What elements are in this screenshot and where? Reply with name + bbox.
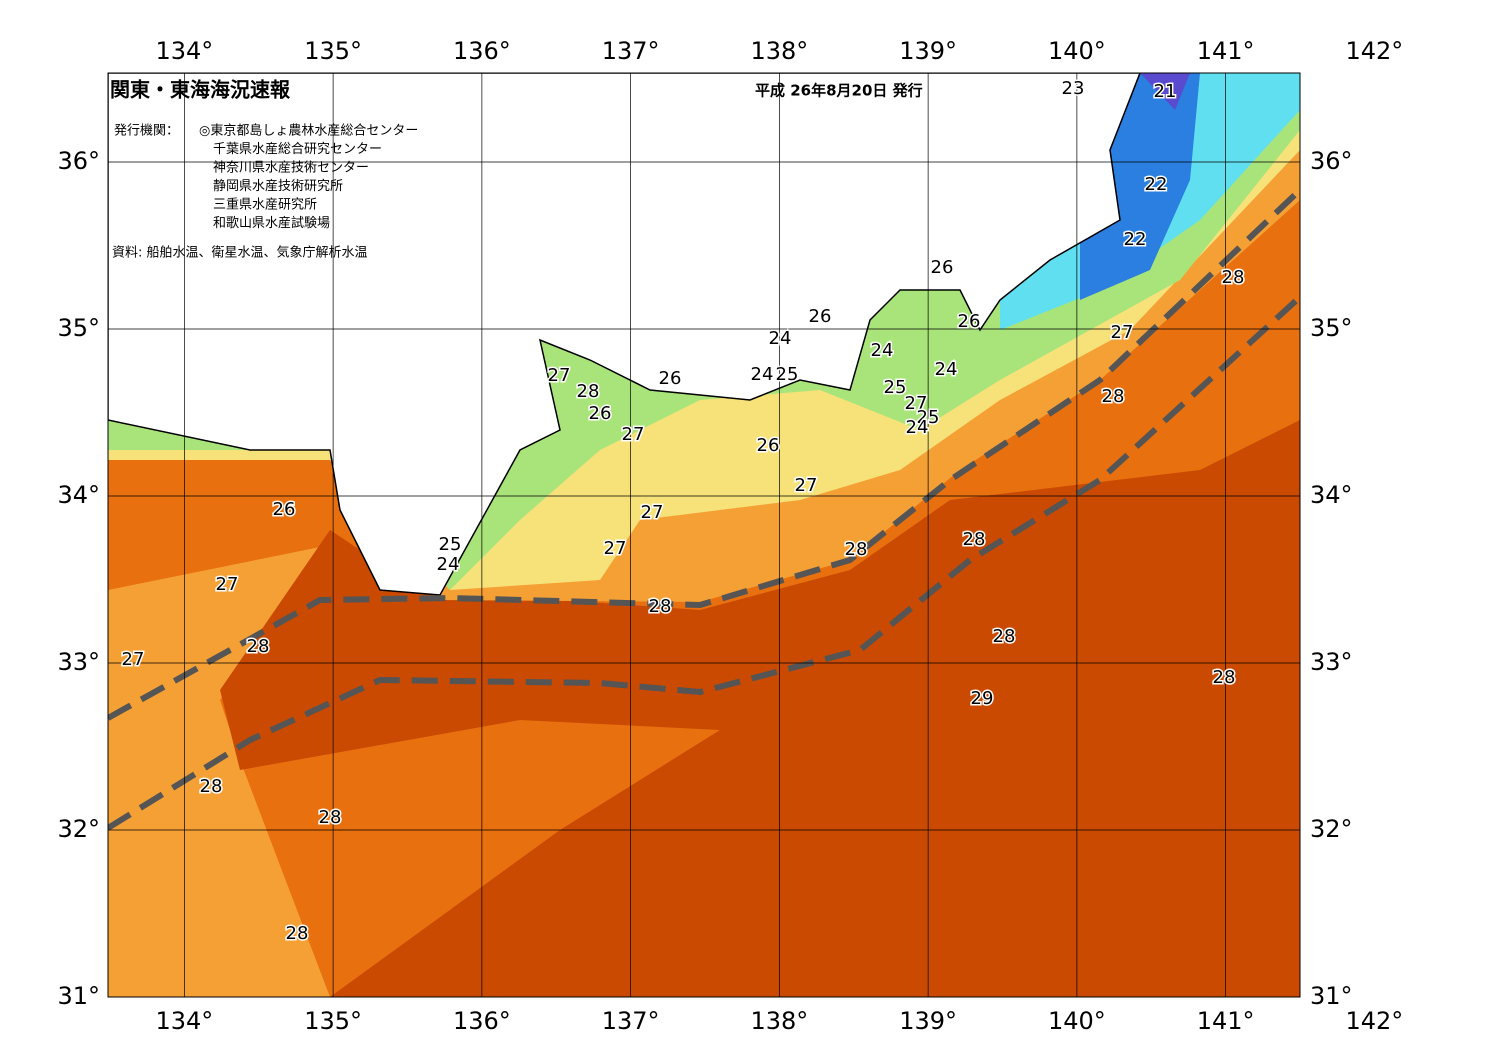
lat-label: 34° bbox=[1310, 481, 1353, 509]
lon-label: 141° bbox=[1197, 37, 1255, 65]
lat-label: 33° bbox=[57, 648, 100, 676]
kuroshio-inner bbox=[108, 187, 1300, 721]
contour-label: 27 bbox=[1111, 322, 1134, 343]
contour-label: 28 bbox=[1213, 667, 1236, 688]
lon-label: 134° bbox=[155, 37, 213, 65]
contour-label: 26 bbox=[659, 368, 682, 389]
ticks: 134° 134° 135° 135° 136° 136° 137° 137° 138° 138°… bbox=[57, 37, 1403, 1035]
contour-label: 26 bbox=[809, 306, 832, 327]
contour-label: 27 bbox=[548, 365, 571, 386]
lat-label: 35° bbox=[1310, 314, 1353, 342]
issuer: 和歌山県水産試験場 bbox=[213, 215, 330, 231]
lat-label: 32° bbox=[57, 815, 100, 843]
contour-label: 25 bbox=[439, 534, 462, 555]
contour-label: 27 bbox=[604, 538, 627, 559]
lat-label: 31° bbox=[57, 982, 100, 1010]
lat-label: 31° bbox=[1310, 982, 1353, 1010]
lon-label: 138° bbox=[750, 37, 808, 65]
contour-label: 27 bbox=[622, 424, 645, 445]
issuer: 静岡県水産技術研究所 bbox=[213, 178, 343, 194]
lon-label: 135° bbox=[304, 37, 362, 65]
lat-label: 35° bbox=[57, 314, 100, 342]
lon-label: 140° bbox=[1048, 1007, 1106, 1035]
contour-label: 27 bbox=[905, 393, 928, 414]
contour-label: 27 bbox=[795, 475, 818, 496]
lon-label: 134° bbox=[155, 1007, 213, 1035]
contour-label: 28 bbox=[1102, 386, 1125, 407]
contour-label: 28 bbox=[247, 636, 270, 657]
contour-label: 22 bbox=[1145, 174, 1168, 195]
contour-label: 25 bbox=[884, 377, 907, 398]
contour-label: 24 bbox=[935, 359, 958, 380]
contour-label: 27 bbox=[216, 574, 239, 595]
lon-label: 142° bbox=[1345, 37, 1403, 65]
lon-label: 140° bbox=[1048, 37, 1106, 65]
lon-label: 137° bbox=[602, 37, 660, 65]
contour-label: 28 bbox=[993, 626, 1016, 647]
lat-label: 36° bbox=[1310, 147, 1353, 175]
contour-label: 27 bbox=[641, 502, 664, 523]
lat-label: 33° bbox=[1310, 648, 1353, 676]
lon-label: 137° bbox=[602, 1007, 660, 1035]
lat-label: 32° bbox=[1310, 815, 1353, 843]
issuer: ◎東京都島しょ農林水産総合センター bbox=[199, 123, 418, 139]
lon-label: 141° bbox=[1197, 1007, 1255, 1035]
contour-label: 26 bbox=[589, 403, 612, 424]
frame bbox=[107, 72, 1301, 998]
grid bbox=[108, 73, 1300, 997]
lon-label: 142° bbox=[1345, 1007, 1403, 1035]
issuer: 神奈川県水産技術センター bbox=[213, 160, 369, 176]
issuer: 三重県水産研究所 bbox=[213, 197, 317, 213]
contour-label: 29 bbox=[971, 688, 994, 709]
lon-label: 139° bbox=[899, 1007, 957, 1035]
contour-label: 28 bbox=[200, 776, 223, 797]
contour-label: 25 bbox=[776, 364, 799, 385]
contour-label: 25 bbox=[917, 407, 940, 428]
lat-label: 34° bbox=[57, 481, 100, 509]
issuers: ◎東京都島しょ農林水産総合センター千葉県水産総合研究センター神奈川県水産技術セン… bbox=[199, 123, 418, 232]
contour-label: 26 bbox=[757, 435, 780, 456]
lat-label: 36° bbox=[57, 147, 100, 175]
sea-21 bbox=[1140, 73, 1190, 110]
land bbox=[108, 73, 1141, 596]
lon-label: 138° bbox=[750, 1007, 808, 1035]
contour-label: 22 bbox=[1124, 229, 1147, 250]
contour-label: 24 bbox=[437, 554, 460, 575]
contour-label: 28 bbox=[963, 529, 986, 550]
issuer: 千葉県水産総合研究センター bbox=[213, 141, 382, 157]
kuroshio-outer bbox=[108, 294, 1300, 831]
date: 平成 26年8月20日 発行 bbox=[755, 82, 923, 100]
contour-label: 26 bbox=[273, 499, 296, 520]
contour-label: 26 bbox=[931, 257, 954, 278]
sea-29 bbox=[220, 420, 1300, 997]
title: 関東・東海海況速報 bbox=[110, 78, 291, 102]
source: 資料: 船舶水温、衛星水温、気象庁解析水温 bbox=[112, 245, 368, 261]
contour-label: 28 bbox=[286, 923, 309, 944]
contour-label: 24 bbox=[751, 364, 774, 385]
lon-label: 135° bbox=[304, 1007, 362, 1035]
contour-label: 24 bbox=[769, 328, 792, 349]
contour-label: 26 bbox=[958, 311, 981, 332]
contour-label: 23 bbox=[1062, 78, 1085, 99]
lon-label: 136° bbox=[453, 1007, 511, 1035]
contour-label: 28 bbox=[845, 539, 868, 560]
contour-label: 28 bbox=[1222, 267, 1245, 288]
issuer-label: 発行機関： bbox=[114, 124, 179, 139]
contour-label: 28 bbox=[649, 596, 672, 617]
contour-label: 28 bbox=[319, 807, 342, 828]
sea-27-sw bbox=[108, 545, 330, 997]
contour-label: 27 bbox=[122, 649, 145, 670]
contour-label: 24 bbox=[906, 417, 929, 438]
lon-label: 136° bbox=[453, 37, 511, 65]
contour-label: 28 bbox=[577, 381, 600, 402]
contour-label: 21 bbox=[1154, 81, 1177, 102]
lon-label: 139° bbox=[899, 37, 957, 65]
contour-label: 24 bbox=[871, 340, 894, 361]
